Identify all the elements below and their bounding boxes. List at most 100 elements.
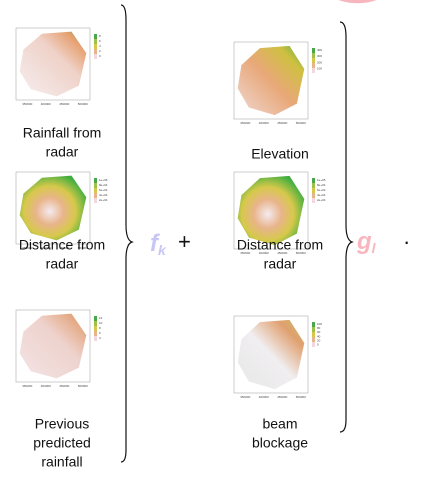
legend-tick-label: 4e+04	[99, 193, 108, 197]
legend-tick-label: 4e+04	[317, 193, 326, 197]
legend-tick-label: 400	[317, 48, 322, 52]
panel-label: rainfall	[41, 454, 82, 470]
map-x-tick-label: 500000	[296, 395, 306, 399]
legend-swatch	[94, 34, 97, 39]
map-x-tick-label: 500000	[78, 102, 88, 106]
legend-swatch	[312, 342, 315, 347]
legend-tick-label: 6	[99, 39, 101, 43]
legend-swatch	[94, 321, 97, 326]
legend-swatch	[312, 63, 315, 68]
legend-swatch	[312, 327, 315, 332]
legend-swatch	[94, 39, 97, 44]
legend-tick-label: 2	[99, 49, 101, 53]
map-area	[20, 314, 87, 379]
legend-tick-label: 1e+05	[317, 178, 326, 182]
panel-label: radar	[264, 256, 297, 272]
plus-sign: +	[178, 229, 191, 254]
f-symbol: fk	[150, 230, 167, 257]
legend-swatch	[312, 332, 315, 337]
map-area	[238, 320, 305, 389]
legend-swatch	[94, 326, 97, 331]
legend-tick-label: 100	[317, 67, 322, 71]
map-area	[20, 32, 87, 97]
legend-tick-label: 200	[317, 60, 322, 64]
legend-swatch	[94, 193, 97, 198]
map-area	[238, 176, 305, 245]
map-area	[20, 176, 87, 241]
legend-tick-label: 0	[317, 343, 319, 347]
legend-tick-label: 1e+05	[99, 178, 108, 182]
map-x-tick-label: 500000	[78, 384, 88, 388]
map-x-tick-label: 450000	[59, 102, 69, 106]
legend-swatch	[94, 54, 97, 59]
legend-tick-label: 10	[99, 321, 103, 325]
legend-tick-label: 6	[99, 331, 101, 335]
legend-swatch	[312, 183, 315, 188]
g-symbol: gl	[356, 228, 377, 255]
legend-swatch	[94, 316, 97, 321]
legend-swatch	[94, 178, 97, 183]
map-x-tick-label: 450000	[277, 395, 287, 399]
legend-swatch	[312, 193, 315, 198]
left-brace	[121, 5, 132, 462]
legend-swatch	[94, 336, 97, 341]
legend-tick-label: 2e+04	[317, 198, 326, 202]
legend-swatch	[94, 49, 97, 54]
panel-label: radar	[46, 256, 79, 272]
legend-tick-label: 12	[99, 316, 103, 320]
dot-operator: ·	[403, 229, 410, 254]
legend-swatch	[312, 337, 315, 342]
map-x-tick-label: 400000	[41, 384, 51, 388]
map-x-tick-label: 400000	[259, 395, 269, 399]
legend-tick-label: 8e+04	[317, 183, 326, 187]
legend-tick-label: 300	[317, 54, 322, 58]
legend-swatch	[312, 68, 315, 73]
legend-swatch	[312, 178, 315, 183]
legend-tick-label: 8	[99, 34, 101, 38]
legend-tick-label: 0	[99, 54, 101, 58]
map-x-tick-label: 350000	[240, 121, 250, 125]
legend-tick-label: 4	[99, 336, 101, 340]
legend-swatch	[94, 44, 97, 49]
legend-tick-label: 4	[99, 44, 101, 48]
panel-label: Elevation	[251, 146, 309, 162]
figure: fk + gl · 86420350000400000450000500000R…	[0, 0, 423, 478]
legend-tick-label: 6e+04	[99, 188, 108, 192]
panel-label: Distance from	[19, 237, 105, 253]
panel-label: blockage	[252, 435, 308, 451]
legend-tick-label: 6e+04	[317, 188, 326, 192]
legend-swatch	[312, 188, 315, 193]
legend-swatch	[312, 58, 315, 63]
panel-label: predicted	[33, 435, 91, 451]
map-x-tick-label: 400000	[41, 102, 51, 106]
legend-tick-label: 8	[99, 326, 101, 330]
legend-swatch	[312, 322, 315, 327]
panel-label: Previous	[35, 416, 89, 432]
legend-swatch	[94, 331, 97, 336]
map-x-tick-label: 450000	[59, 384, 69, 388]
panel-label: Distance from	[237, 237, 323, 253]
legend-swatch	[94, 198, 97, 203]
map-x-tick-label: 400000	[259, 121, 269, 125]
legend-tick-label: 8e+04	[99, 183, 108, 187]
legend-swatch	[312, 198, 315, 203]
panel-label: radar	[46, 144, 79, 160]
panel-label: beam	[262, 416, 297, 432]
legend-tick-label: 2e+04	[99, 198, 108, 202]
legend-swatch	[312, 48, 315, 53]
right-brace	[340, 22, 352, 432]
legend-swatch	[94, 188, 97, 193]
legend-swatch	[312, 53, 315, 58]
map-x-tick-label: 450000	[277, 121, 287, 125]
map-x-tick-label: 350000	[240, 395, 250, 399]
map-x-tick-label: 350000	[22, 102, 32, 106]
diagram: fk + gl · 86420350000400000450000500000R…	[0, 0, 423, 478]
map-area	[238, 46, 305, 115]
legend-swatch	[94, 183, 97, 188]
panel-label: Rainfall from	[23, 125, 102, 141]
map-x-tick-label: 350000	[22, 384, 32, 388]
